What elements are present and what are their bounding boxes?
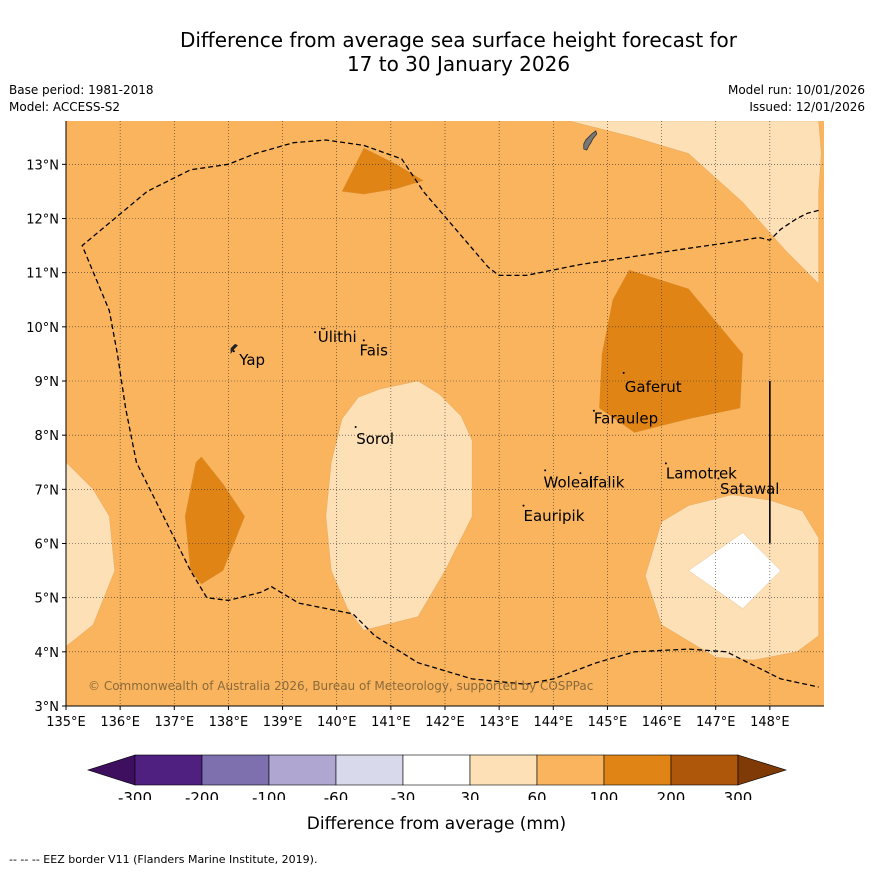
- colorbar-tick-label: -200: [185, 789, 219, 800]
- x-tick-label: 136°E: [100, 715, 140, 730]
- region-light-central: [325, 380, 473, 631]
- footnote-eez: -- -- -- EEZ border V11 (Flanders Marine…: [9, 853, 318, 866]
- chart-title-line2: 17 to 30 January 2026: [346, 52, 571, 76]
- x-tick-label: 138°E: [209, 715, 249, 730]
- axes: 135°E 136°E 137°E 138°E 139°E 140°E 141°E 142°E…: [26, 121, 824, 730]
- x-tick-label: 140°E: [317, 715, 357, 730]
- colorbar-segment: [536, 754, 605, 786]
- x-tick-label: 144°E: [534, 715, 574, 730]
- model-run: Model run: 10/01/2026: [727, 83, 865, 97]
- colorbar-tick-label: 200: [657, 789, 686, 800]
- colorbar-tick-label: -30: [391, 789, 416, 800]
- colorbar-tick-label: -100: [252, 789, 286, 800]
- colorbar-segment: [134, 754, 203, 786]
- x-tick-label: 143°E: [479, 715, 519, 730]
- island-marker-yap: [232, 350, 235, 353]
- x-tick-label: 137°E: [155, 715, 195, 730]
- meta-left: Base period: 1981-2018 Model: ACCESS-S2: [9, 82, 154, 116]
- colorbar-over-arrow: [737, 754, 788, 786]
- island-marker-woleai: [544, 469, 547, 472]
- island-marker-ulithi: [314, 331, 317, 334]
- colorbar-segment: [335, 754, 404, 786]
- island-label-woleai: Woleai: [544, 473, 594, 491]
- island-label-faraulep: Faraulep: [594, 409, 658, 427]
- y-tick-label: 12°N: [26, 213, 59, 228]
- island-marker-faraulep: [592, 409, 595, 412]
- x-tick-label: 147°E: [696, 715, 736, 730]
- island-marker-satawal: [717, 477, 720, 480]
- x-tick-label: 135°E: [46, 715, 86, 730]
- land-guam: [583, 130, 598, 151]
- meta-right: Model run: 10/01/2026 Issued: 12/01/2026: [728, 82, 865, 116]
- base-period: Base period: 1981-2018: [9, 83, 154, 97]
- y-tick-label: 3°N: [35, 700, 60, 715]
- y-tick-label: 5°N: [35, 592, 60, 607]
- island-marker-lamotrek: [664, 462, 667, 465]
- chart-title-line1: Difference from average sea surface heig…: [179, 28, 738, 52]
- colorbar-tick-label: -300: [118, 789, 152, 800]
- x-tick-label: 145°E: [588, 715, 628, 730]
- model-name: Model: ACCESS-S2: [9, 100, 121, 114]
- island-marker-eauripik: [522, 504, 525, 507]
- region-dark-east: [599, 269, 744, 433]
- x-tick-label: 146°E: [642, 715, 682, 730]
- colorbar-under-arrow: [87, 754, 136, 786]
- colorbar-segment: [670, 754, 739, 786]
- island-marker-gaferut: [622, 371, 625, 374]
- island-marker-fais: [362, 339, 365, 342]
- colorbar-segment: [603, 754, 672, 786]
- colorbar-tick-label: 300: [724, 789, 753, 800]
- colorbar-tick-label: 100: [590, 789, 619, 800]
- y-tick-label: 6°N: [35, 538, 60, 553]
- island-label-lamotrek: Lamotrek: [666, 465, 737, 483]
- island-label-gaferut: Gaferut: [625, 378, 682, 396]
- colorbar-segment: [402, 754, 471, 786]
- island-label-ifalik: Ifalik: [588, 473, 624, 491]
- y-tick-label: 13°N: [26, 158, 59, 173]
- y-tick-label: 8°N: [35, 429, 60, 444]
- colorbar: -300 -200 -100 -60 -30 30 60 100 200 300: [87, 754, 788, 800]
- y-tick-label: 10°N: [26, 321, 59, 336]
- eez-border-line: [81, 139, 819, 688]
- island-label-ulithi: Ŭlithi: [318, 327, 357, 346]
- island-label-sorol: Sorol: [356, 430, 394, 448]
- island-label-satawal: Satawal: [720, 480, 779, 498]
- island-marker-sorol: [354, 426, 357, 429]
- colorbar-segment: [201, 754, 270, 786]
- land-yap: [230, 343, 238, 354]
- colorbar-tick-label: 30: [460, 789, 479, 800]
- region-white-southeast: [688, 532, 781, 609]
- chart-title: Difference from average sea surface heig…: [0, 28, 873, 76]
- colorbar-segment: [469, 754, 538, 786]
- colorbar-tick-label: 60: [527, 789, 546, 800]
- island-label-eauripik: Eauripik: [524, 507, 585, 525]
- y-tick-label: 7°N: [35, 483, 60, 498]
- island-label-yap: Yap: [238, 351, 265, 369]
- y-tick-label: 9°N: [35, 375, 60, 390]
- colorbar-segment: [268, 754, 337, 786]
- copyright-text: © Commonwealth of Australia 2026, Bureau…: [88, 679, 593, 693]
- issued-date: Issued: 12/01/2026: [749, 100, 865, 114]
- x-tick-label: 148°E: [750, 715, 790, 730]
- x-tick-label: 139°E: [263, 715, 303, 730]
- x-tick-label: 142°E: [425, 715, 465, 730]
- colorbar-tick-label: -60: [324, 789, 349, 800]
- island-label-fais: Fais: [359, 342, 388, 360]
- colorbar-label: Difference from average (mm): [306, 814, 567, 834]
- y-tick-label: 11°N: [26, 267, 59, 282]
- island-marker-ifalik: [579, 472, 582, 475]
- region-dark-west: [184, 456, 245, 585]
- y-tick-label: 4°N: [35, 646, 60, 661]
- x-tick-label: 141°E: [371, 715, 411, 730]
